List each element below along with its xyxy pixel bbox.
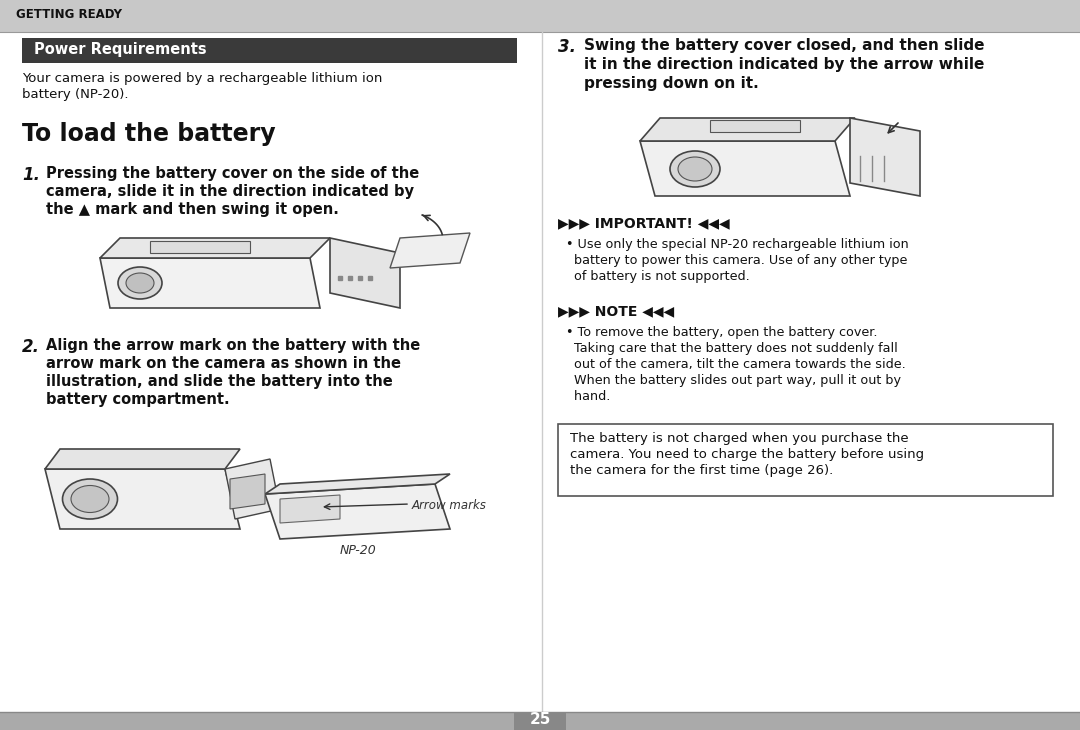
Ellipse shape [71, 485, 109, 512]
Polygon shape [330, 238, 400, 308]
Polygon shape [230, 474, 265, 509]
Text: When the battery slides out part way, pull it out by: When the battery slides out part way, pu… [566, 374, 901, 387]
Polygon shape [45, 469, 240, 529]
Polygon shape [265, 484, 450, 539]
Polygon shape [390, 233, 470, 268]
Text: battery (NP-20).: battery (NP-20). [22, 88, 129, 101]
Text: 3.: 3. [558, 38, 576, 56]
Text: Align the arrow mark on the battery with the: Align the arrow mark on the battery with… [46, 338, 420, 353]
Text: battery compartment.: battery compartment. [46, 392, 230, 407]
Polygon shape [225, 459, 280, 519]
Text: 25: 25 [529, 712, 551, 728]
Ellipse shape [670, 151, 720, 187]
Polygon shape [280, 495, 340, 523]
Polygon shape [100, 258, 320, 308]
Text: camera. You need to charge the battery before using: camera. You need to charge the battery b… [570, 448, 924, 461]
Text: 1.: 1. [22, 166, 40, 184]
Bar [514, 712, 566, 730]
Text: Swing the battery cover closed, and then slide: Swing the battery cover closed, and then… [584, 38, 985, 53]
Bar [558, 424, 1053, 496]
Text: ▶▶▶ IMPORTANT! ◀◀◀: ▶▶▶ IMPORTANT! ◀◀◀ [558, 216, 730, 230]
Bar [710, 120, 800, 132]
Bar [22, 38, 517, 63]
Text: Power Requirements: Power Requirements [33, 42, 206, 57]
Text: out of the camera, tilt the camera towards the side.: out of the camera, tilt the camera towar… [566, 358, 906, 371]
Text: Taking care that the battery does not suddenly fall: Taking care that the battery does not su… [566, 342, 897, 355]
Text: Pressing the battery cover on the side of the: Pressing the battery cover on the side o… [46, 166, 419, 181]
Text: Your camera is powered by a rechargeable lithium ion: Your camera is powered by a rechargeable… [22, 72, 382, 85]
Text: arrow mark on the camera as shown in the: arrow mark on the camera as shown in the [46, 356, 401, 371]
Text: camera, slide it in the direction indicated by: camera, slide it in the direction indica… [46, 184, 414, 199]
Ellipse shape [118, 267, 162, 299]
Text: To load the battery: To load the battery [22, 122, 275, 146]
Text: ▶▶▶ NOTE ◀◀◀: ▶▶▶ NOTE ◀◀◀ [558, 304, 674, 318]
Polygon shape [100, 238, 330, 258]
Text: • Use only the special NP-20 rechargeable lithium ion: • Use only the special NP-20 rechargeabl… [566, 238, 908, 251]
Bar [0, 0, 1080, 32]
Text: 2.: 2. [22, 338, 40, 356]
Ellipse shape [63, 479, 118, 519]
Ellipse shape [678, 157, 712, 181]
Text: it in the direction indicated by the arrow while: it in the direction indicated by the arr… [584, 57, 984, 72]
Text: hand.: hand. [566, 390, 610, 403]
Polygon shape [640, 141, 850, 196]
Polygon shape [850, 118, 920, 196]
Text: GETTING READY: GETTING READY [16, 8, 122, 21]
Text: • To remove the battery, open the battery cover.: • To remove the battery, open the batter… [566, 326, 877, 339]
Bar [150, 241, 249, 253]
Text: Arrow marks: Arrow marks [411, 499, 487, 512]
Text: of battery is not supported.: of battery is not supported. [566, 270, 750, 283]
Text: the camera for the first time (page 26).: the camera for the first time (page 26). [570, 464, 834, 477]
Text: NP-20: NP-20 [340, 544, 377, 557]
Text: The battery is not charged when you purchase the: The battery is not charged when you purc… [570, 432, 908, 445]
Text: battery to power this camera. Use of any other type: battery to power this camera. Use of any… [566, 254, 907, 267]
Text: pressing down on it.: pressing down on it. [584, 76, 759, 91]
Bar [0, 712, 1080, 730]
Polygon shape [640, 118, 855, 141]
Polygon shape [45, 449, 240, 469]
Text: illustration, and slide the battery into the: illustration, and slide the battery into… [46, 374, 393, 389]
Text: the ▲ mark and then swing it open.: the ▲ mark and then swing it open. [46, 202, 339, 217]
Polygon shape [265, 474, 450, 494]
Ellipse shape [126, 273, 154, 293]
